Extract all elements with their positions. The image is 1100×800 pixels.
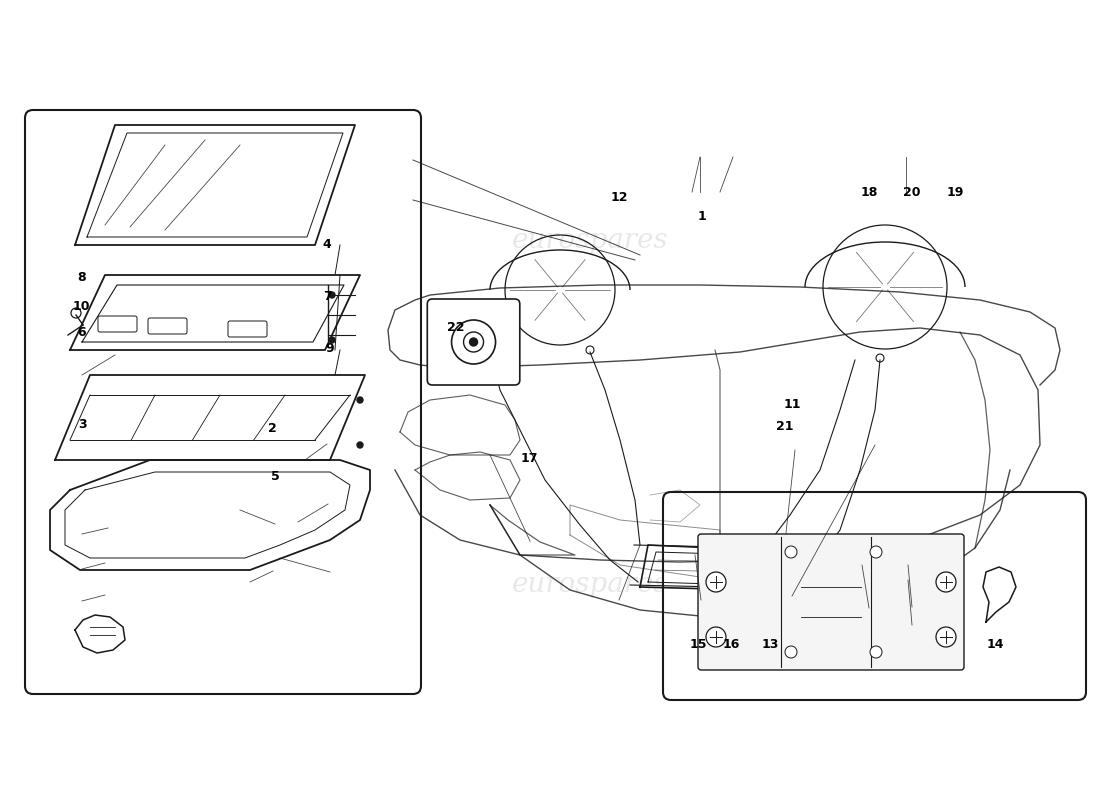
Text: 1: 1 (697, 210, 706, 222)
Text: eurospares: eurospares (512, 571, 669, 598)
Text: 18: 18 (860, 186, 878, 198)
Text: 4: 4 (322, 238, 331, 250)
Text: 19: 19 (946, 186, 964, 198)
Text: 21: 21 (776, 420, 793, 433)
Text: eurospares: eurospares (512, 226, 669, 254)
Circle shape (706, 572, 726, 592)
Text: 13: 13 (761, 638, 779, 650)
Circle shape (936, 627, 956, 647)
Text: 10: 10 (73, 300, 90, 313)
Text: 11: 11 (783, 398, 801, 410)
Circle shape (936, 572, 956, 592)
Circle shape (329, 292, 336, 298)
FancyBboxPatch shape (698, 534, 964, 670)
Circle shape (870, 546, 882, 558)
Text: 7: 7 (323, 290, 332, 302)
Text: 2: 2 (268, 422, 277, 434)
Text: 12: 12 (610, 191, 628, 204)
FancyBboxPatch shape (98, 316, 138, 332)
Circle shape (785, 646, 798, 658)
Circle shape (870, 646, 882, 658)
Text: 3: 3 (78, 418, 87, 430)
Text: eurospares: eurospares (77, 571, 233, 598)
FancyBboxPatch shape (427, 299, 520, 385)
FancyBboxPatch shape (663, 492, 1086, 700)
Circle shape (706, 627, 726, 647)
Text: 22: 22 (447, 322, 464, 334)
Text: 16: 16 (723, 638, 740, 650)
Text: 9: 9 (326, 342, 334, 354)
Text: 14: 14 (987, 638, 1004, 650)
Circle shape (358, 397, 363, 403)
Circle shape (785, 546, 798, 558)
Text: 6: 6 (77, 326, 86, 338)
Circle shape (358, 442, 363, 448)
Text: 8: 8 (77, 271, 86, 284)
FancyBboxPatch shape (148, 318, 187, 334)
Text: 5: 5 (271, 470, 279, 482)
FancyBboxPatch shape (25, 110, 421, 694)
Circle shape (470, 338, 477, 346)
Text: eurospares: eurospares (77, 226, 233, 254)
Text: 20: 20 (903, 186, 921, 198)
Text: 15: 15 (690, 638, 707, 650)
FancyBboxPatch shape (228, 321, 267, 337)
Text: 17: 17 (520, 452, 538, 465)
Circle shape (329, 337, 336, 343)
